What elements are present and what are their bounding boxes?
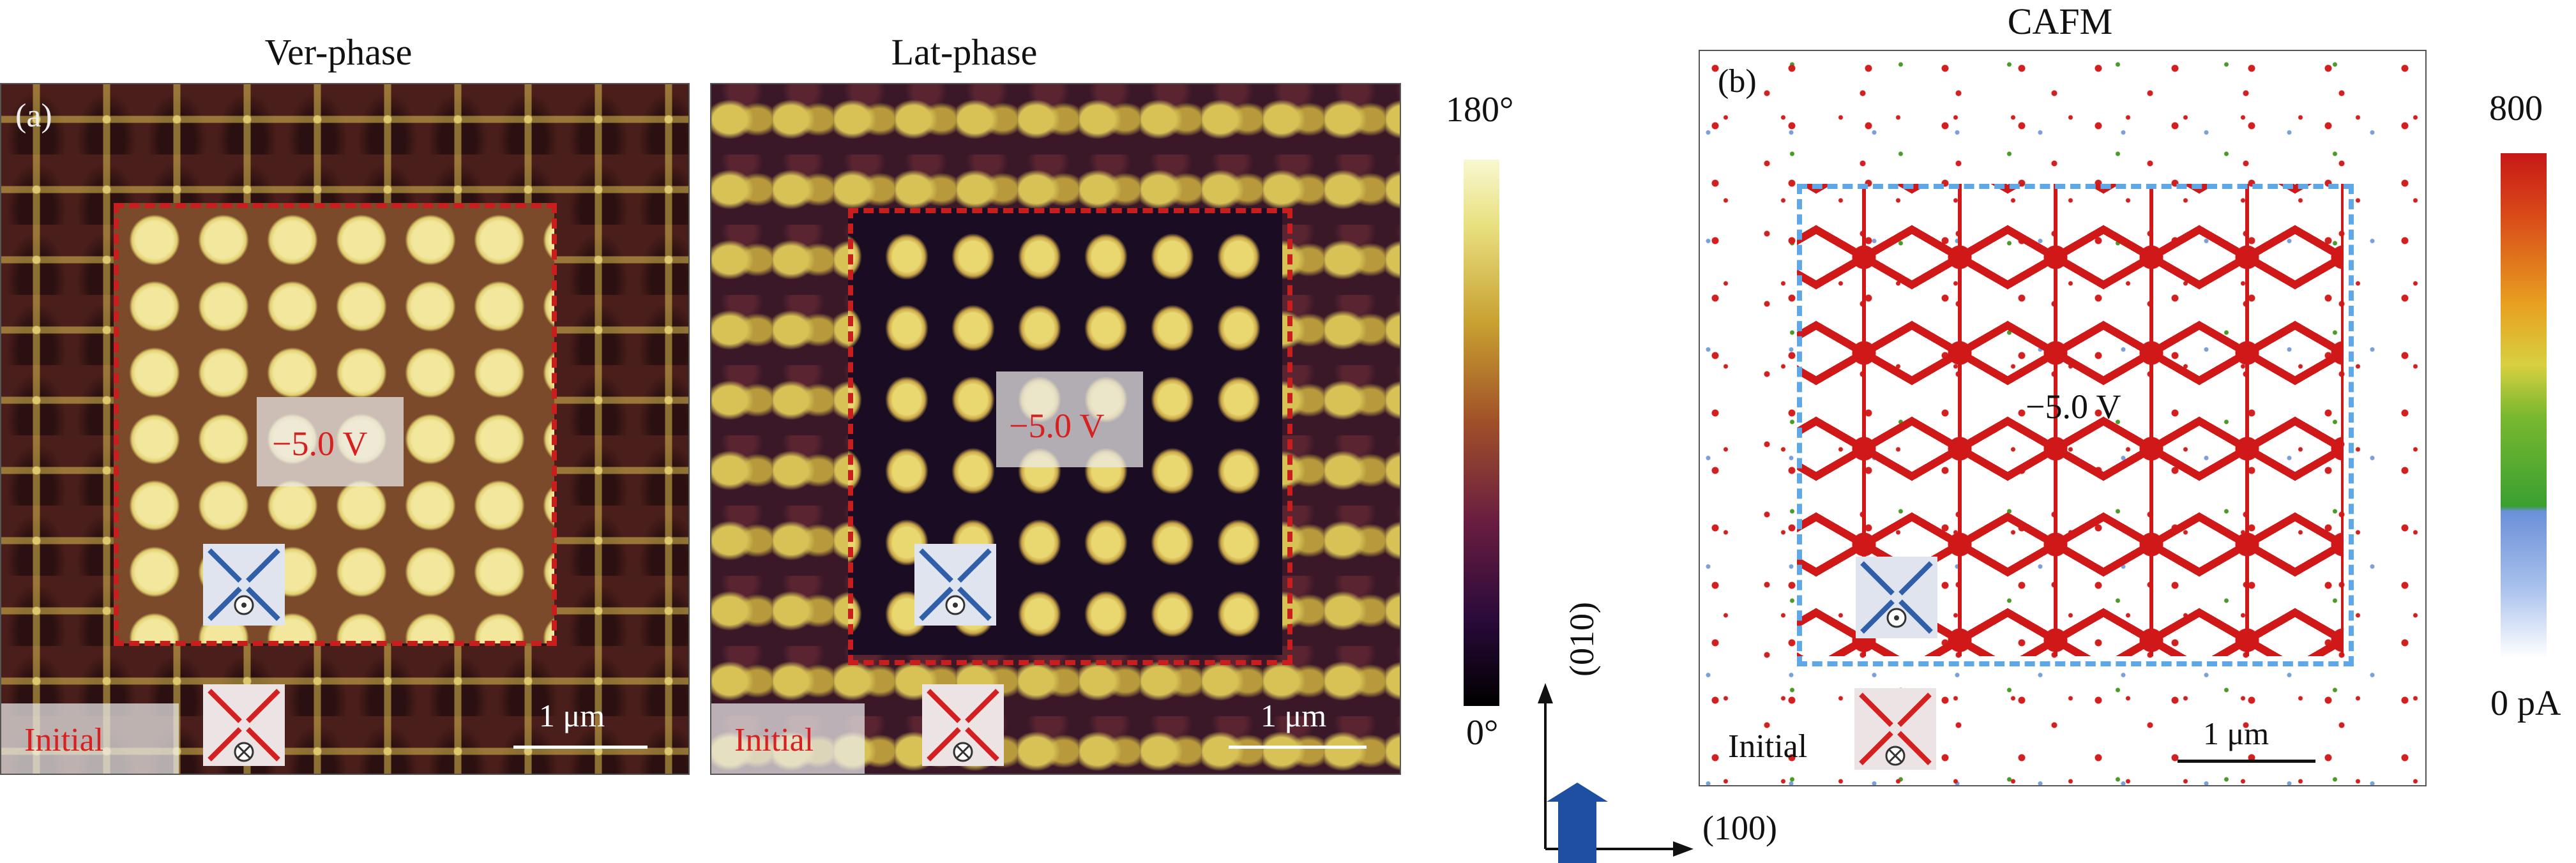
ver-red-polarization-icon bbox=[203, 684, 285, 766]
ver-scalebar-label: 1 μm bbox=[539, 698, 605, 733]
phase-colorbar bbox=[1464, 160, 1499, 706]
x-arrows-inward-dot-icon bbox=[1860, 561, 1933, 634]
lat-voltage-label: −5.0 V bbox=[1009, 407, 1105, 445]
cafm-image: (b) −5.0 V Initial 1 μm bbox=[1699, 50, 2427, 786]
axis-label-010: (010) bbox=[1563, 602, 1601, 677]
x-arrows-outward-cross-icon bbox=[927, 689, 999, 762]
current-colorbar-min: 0 pA bbox=[2490, 684, 2561, 723]
ver-voltage-box: −5.0 V bbox=[257, 397, 404, 486]
lat-initial-label: Initial bbox=[734, 722, 814, 758]
ver-initial-label: Initial bbox=[24, 722, 104, 758]
ver-scalebar bbox=[513, 746, 648, 749]
cafm-title: CAFM bbox=[2007, 1, 2113, 42]
crystal-axes-indicator bbox=[1538, 683, 1693, 863]
ver-phase-write-box bbox=[114, 203, 557, 646]
lat-red-polarization-icon bbox=[922, 684, 1004, 766]
ver-blue-polarization-icon bbox=[203, 544, 285, 626]
ver-voltage-label: −5.0 V bbox=[272, 424, 368, 463]
lat-phase-image: −5.0 V Initial 1 μm bbox=[710, 83, 1401, 775]
lat-initial-box: Initial bbox=[711, 703, 865, 774]
x-arrows-inward-dot-icon bbox=[919, 548, 992, 621]
cafm-initial-label: Initial bbox=[1728, 728, 1808, 765]
lat-phase-title: Lat-phase bbox=[891, 31, 1038, 73]
cafm-write-box bbox=[1797, 184, 2354, 666]
cafm-red-polarization-icon bbox=[1854, 688, 1936, 770]
panel-a-label: (a) bbox=[15, 98, 52, 134]
lat-scalebar bbox=[1229, 746, 1367, 749]
x-arrows-outward-cross-icon bbox=[1859, 693, 1932, 766]
x-arrows-outward-cross-icon bbox=[208, 689, 280, 762]
ver-phase-title: Ver-phase bbox=[264, 31, 413, 73]
lat-voltage-box: −5.0 V bbox=[996, 371, 1143, 467]
cafm-scalebar bbox=[2178, 760, 2315, 763]
current-colorbar-max: 800 bbox=[2489, 89, 2543, 128]
axis-label-100: (100) bbox=[1702, 809, 1777, 847]
ver-phase-image: (a) −5.0 V Initial 1 μm bbox=[0, 83, 690, 775]
phase-colorbar-max: 180° bbox=[1446, 90, 1514, 130]
lat-phase-write-box bbox=[848, 208, 1292, 665]
cafm-blue-polarization-icon bbox=[1856, 557, 1937, 638]
phase-colorbar-min: 0° bbox=[1466, 713, 1499, 753]
current-colorbar bbox=[2501, 153, 2547, 657]
ver-initial-box: Initial bbox=[1, 703, 179, 774]
cafm-voltage-label: −5.0 V bbox=[2026, 387, 2121, 426]
lat-scalebar-label: 1 μm bbox=[1261, 698, 1327, 733]
panel-b-label: (b) bbox=[1718, 63, 1757, 100]
lat-blue-polarization-icon bbox=[914, 544, 996, 626]
x-arrows-inward-dot-icon bbox=[208, 548, 280, 621]
cafm-scalebar-label: 1 μm bbox=[2203, 716, 2269, 751]
